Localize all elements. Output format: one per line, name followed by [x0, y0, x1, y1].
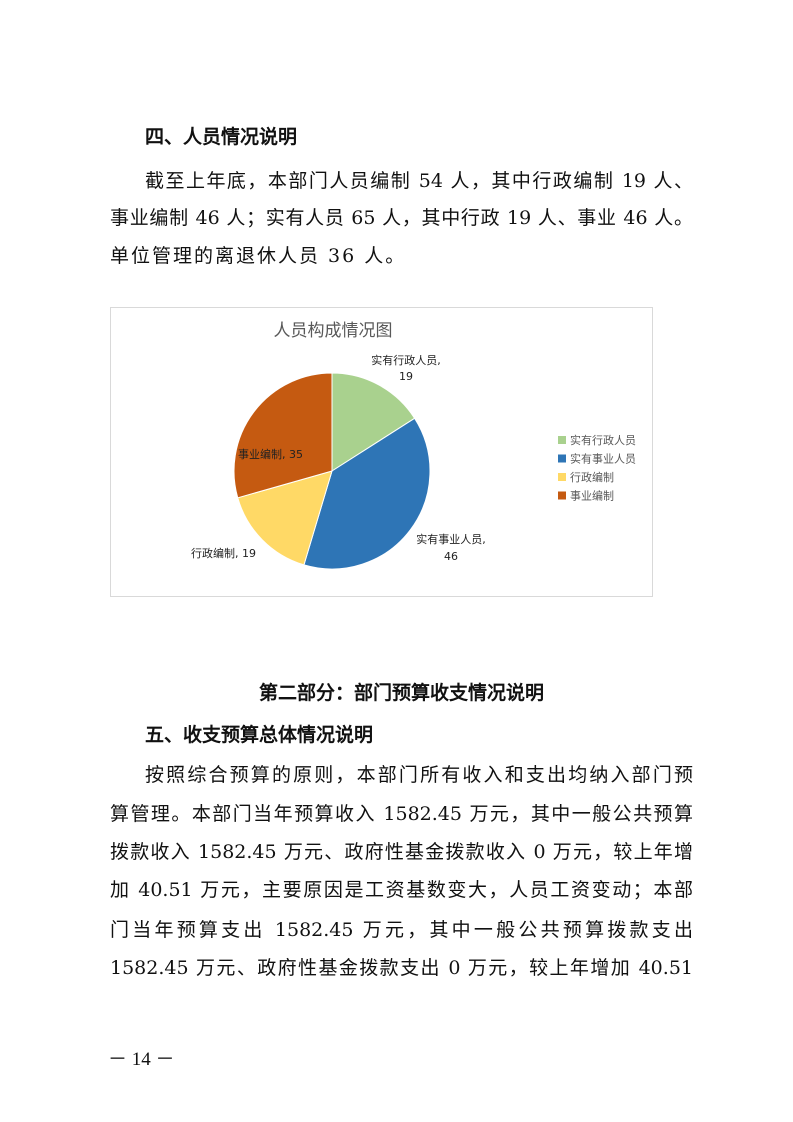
paragraph-line: 算管理。本部门当年预算收入 1582.45 万元，其中一般公共预算 — [110, 803, 693, 825]
paragraph-line: 加 40.51 万元，主要原因是工资基数变大，人员工资变动；本部 — [110, 879, 693, 901]
paragraph-line: 拨款收入 1582.45 万元、政府性基金拨款收入 0 万元，较上年增 — [110, 841, 693, 863]
pie-slice-1 — [331, 372, 416, 472]
legend-label: 行政编制 — [570, 470, 614, 484]
paragraph-line: 截至上年底，本部门人员编制 54 人，其中行政编制 19 人、 — [145, 170, 693, 192]
pie-slice-3 — [237, 470, 333, 566]
legend-swatch — [558, 436, 566, 444]
legend-swatch — [558, 491, 566, 500]
page-number: － 14 － — [108, 1049, 175, 1070]
pie-slice-2 — [303, 417, 431, 570]
section5-heading: 五、收支预算总体情况说明 — [145, 724, 374, 746]
legend-swatch — [558, 454, 566, 463]
pie-svg: 人员构成情况图 实有行政人员, 19 实有事业人员, 46 行政编制, 19 事… — [191, 321, 636, 570]
legend-swatch — [558, 473, 566, 481]
data-label-value: 46 — [444, 550, 458, 563]
legend-label: 事业编制 — [570, 489, 614, 503]
part-title: 第二部分：部门预算收支情况说明 — [258, 682, 544, 704]
data-label: 行政编制, 19 — [191, 546, 256, 560]
pie-chart: 人员构成情况图 实有行政人员, 19 实有事业人员, 46 行政编制, 19 事… — [110, 307, 653, 597]
legend-label: 实有事业人员 — [570, 452, 636, 466]
data-label-value: 19 — [399, 370, 413, 383]
data-label: 事业编制, 35 — [238, 447, 303, 461]
paragraph-line: 1582.45 万元、政府性基金拨款支出 0 万元，较上年增加 40.51 — [110, 957, 693, 979]
paragraph-line: 单位管理的离退休人员 36 人。 — [110, 245, 407, 267]
chart-title: 人员构成情况图 — [274, 321, 393, 341]
paragraph-line: 门当年预算支出 1582.45 万元，其中一般公共预算拨款支出 — [110, 919, 693, 941]
paragraph-line: 事业编制 46 人；实有人员 65 人，其中行政 19 人、事业 46 人。 — [110, 207, 693, 229]
paragraph-line: 按照综合预算的原则，本部门所有收入和支出均纳入部门预 — [145, 764, 693, 786]
section4-heading: 四、人员情况说明 — [145, 126, 298, 148]
legend-label: 实有行政人员 — [570, 433, 636, 447]
pie-slice-4 — [233, 372, 333, 499]
data-label-category: 实有行政人员, — [371, 353, 441, 367]
data-label-category: 实有事业人员, — [416, 532, 486, 546]
